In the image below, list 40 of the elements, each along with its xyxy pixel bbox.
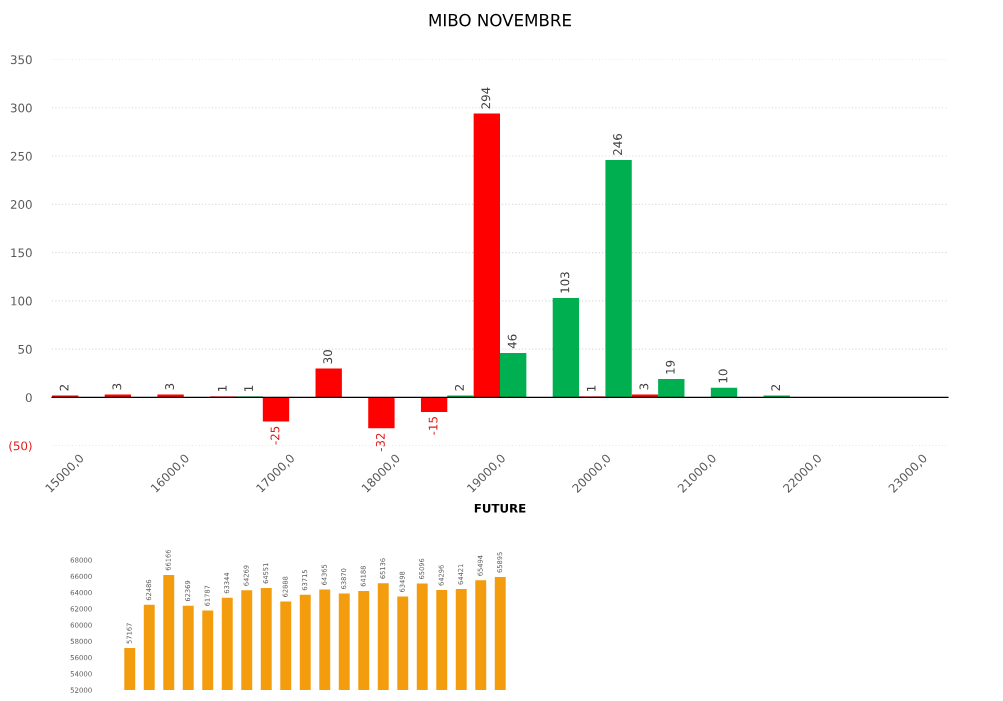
bar — [262, 397, 290, 422]
y-tick-label: 200 — [10, 200, 32, 209]
bar — [605, 159, 632, 398]
data-label: -15 — [428, 417, 438, 435]
data-label: 2 — [59, 385, 69, 391]
y-tick-label: 300 — [10, 103, 32, 113]
data-label: -25 — [270, 426, 280, 445]
data-label: -32 — [375, 433, 385, 452]
y-tick-label: 350 — [10, 55, 32, 65]
data-label: 103 — [560, 272, 570, 293]
y-tick-label: 100 — [11, 296, 32, 306]
data-label: 30 — [323, 350, 333, 364]
y-tick-label: 250 — [10, 151, 32, 161]
bar — [473, 113, 500, 398]
data-label: 294 — [481, 87, 491, 109]
y-tick-label: 50 — [18, 344, 32, 354]
data-label: 2 — [771, 385, 780, 391]
data-label: 1 — [586, 385, 596, 391]
y-tick-label: 150 — [11, 248, 32, 258]
data-label: 46 — [507, 334, 517, 349]
x-axis-title: FUTURE — [474, 503, 526, 513]
data-label: 1 — [244, 385, 253, 391]
bar — [420, 397, 448, 412]
data-label: 1 — [217, 385, 227, 391]
data-label: 2 — [454, 385, 464, 391]
data-label: 3 — [165, 383, 175, 390]
bar — [658, 379, 685, 398]
y-tick-label: (50) — [9, 441, 32, 452]
y-tick-label: 0 — [25, 393, 32, 403]
data-label: 10 — [718, 369, 728, 383]
bar — [368, 397, 395, 429]
bar — [315, 368, 342, 398]
data-label: 3 — [112, 383, 122, 390]
chart-title: MIBO NOVEMBRE — [429, 13, 571, 27]
bar — [710, 387, 738, 398]
data-label: 3 — [639, 383, 649, 390]
bar — [552, 297, 580, 398]
data-label: 246 — [613, 133, 623, 155]
bar — [500, 353, 527, 398]
data-label: 19 — [665, 360, 675, 374]
